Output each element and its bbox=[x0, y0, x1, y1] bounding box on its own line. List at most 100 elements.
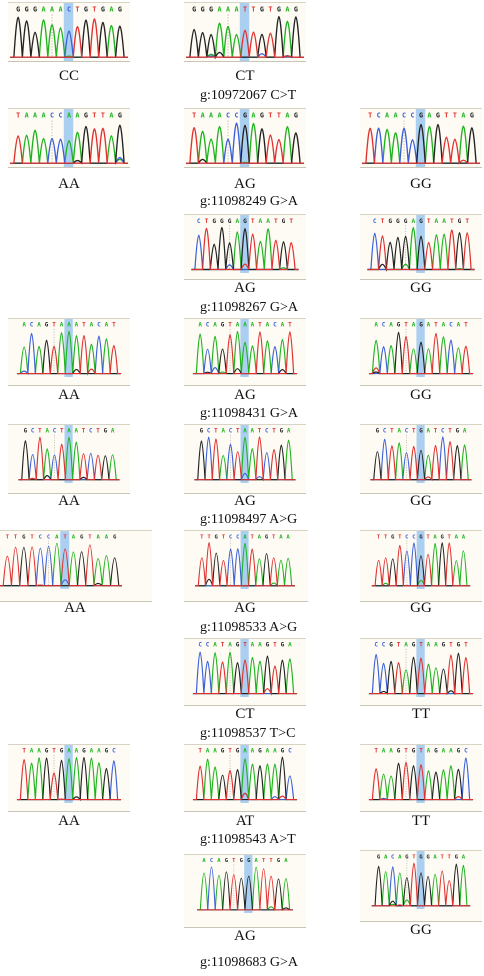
base-call: A bbox=[60, 322, 64, 329]
base-call: A bbox=[266, 322, 270, 329]
trace-line bbox=[0, 546, 122, 587]
base-call: C bbox=[30, 322, 34, 329]
base-call: T bbox=[221, 642, 225, 649]
base-call: T bbox=[222, 534, 226, 540]
genotype-label: AG bbox=[234, 600, 256, 616]
snp-label: g:11098537 T>C bbox=[200, 726, 296, 741]
base-call: A bbox=[33, 112, 37, 120]
base-call: C bbox=[383, 428, 387, 434]
trace-line bbox=[362, 127, 480, 165]
base-call: T bbox=[92, 112, 96, 120]
base-call: T bbox=[101, 112, 105, 120]
genotype-label: GG bbox=[410, 280, 432, 296]
base-call: C bbox=[206, 322, 210, 329]
base-call: G bbox=[281, 642, 285, 649]
base-call: A bbox=[286, 534, 290, 540]
base-call: T bbox=[268, 112, 272, 120]
trace-line bbox=[0, 544, 122, 587]
base-call: A bbox=[449, 748, 453, 755]
base-call: A bbox=[58, 6, 62, 14]
base-call: A bbox=[206, 748, 210, 755]
trace-line bbox=[371, 862, 471, 907]
genotype-label: CT bbox=[235, 68, 255, 84]
base-call: C bbox=[391, 854, 394, 860]
base-call: G bbox=[225, 858, 229, 864]
base-call: C bbox=[39, 534, 42, 540]
genotype-label: AG bbox=[234, 928, 256, 944]
trace-line bbox=[370, 442, 472, 481]
base-call: G bbox=[277, 858, 281, 864]
base-call: A bbox=[442, 218, 446, 225]
base-call: A bbox=[412, 322, 416, 329]
base-call: A bbox=[201, 112, 205, 120]
base-call: A bbox=[55, 534, 59, 540]
base-call: A bbox=[67, 112, 71, 120]
base-call: G bbox=[22, 534, 26, 540]
variant-highlight bbox=[240, 425, 249, 483]
base-call: C bbox=[382, 642, 386, 649]
trace-line bbox=[370, 441, 472, 482]
base-call: A bbox=[442, 322, 446, 329]
trace-line bbox=[18, 436, 120, 481]
base-call: G bbox=[104, 428, 108, 434]
snp-label: g:11098543 A>T bbox=[200, 832, 296, 847]
base-call: G bbox=[282, 218, 286, 225]
base-call: A bbox=[251, 428, 255, 434]
base-call: T bbox=[274, 218, 278, 225]
base-call: A bbox=[42, 112, 46, 120]
base-call: A bbox=[209, 112, 213, 120]
base-call: G bbox=[277, 6, 281, 14]
base-call: T bbox=[419, 748, 423, 755]
base-call: A bbox=[251, 642, 255, 649]
trace-line bbox=[186, 29, 304, 58]
variant-highlight bbox=[416, 639, 425, 697]
trace-line bbox=[191, 226, 299, 271]
snp-label: g:10972067 C>T bbox=[200, 88, 297, 103]
genotype-label: GG bbox=[410, 387, 432, 403]
base-call: G bbox=[280, 428, 284, 434]
base-call: A bbox=[374, 322, 378, 329]
trace-line bbox=[195, 542, 295, 587]
base-call: A bbox=[243, 534, 247, 540]
variant-highlight bbox=[239, 109, 250, 167]
base-call: A bbox=[427, 112, 431, 120]
base-call: A bbox=[427, 642, 431, 649]
base-call: G bbox=[281, 748, 285, 755]
base-call: G bbox=[294, 112, 298, 120]
base-call: A bbox=[288, 642, 292, 649]
trace-line bbox=[192, 348, 298, 375]
base-call: A bbox=[97, 748, 101, 755]
base-call: T bbox=[207, 534, 211, 540]
base-call: G bbox=[212, 218, 216, 225]
trace-line bbox=[10, 137, 128, 164]
base-call: G bbox=[84, 6, 88, 14]
base-call: G bbox=[82, 748, 86, 755]
base-call: T bbox=[30, 534, 34, 540]
base-call: T bbox=[448, 854, 452, 860]
base-call: T bbox=[192, 112, 196, 120]
base-call: G bbox=[240, 858, 244, 864]
base-call: G bbox=[192, 6, 196, 14]
base-call: A bbox=[382, 748, 386, 755]
base-call: G bbox=[84, 112, 88, 120]
base-call: T bbox=[200, 534, 204, 540]
variant-highlight bbox=[64, 319, 73, 377]
genotype-label: CC bbox=[58, 68, 79, 84]
base-call: A bbox=[202, 858, 206, 864]
trace-line bbox=[16, 758, 122, 801]
base-call: T bbox=[232, 858, 236, 864]
base-call: T bbox=[205, 218, 209, 225]
genotype-label: AA bbox=[58, 387, 80, 403]
base-call: A bbox=[427, 428, 431, 434]
base-call: C bbox=[236, 534, 239, 540]
base-call: G bbox=[105, 748, 109, 755]
trace-line bbox=[368, 761, 474, 801]
base-call: A bbox=[255, 858, 259, 864]
snp-label: g:11098249 G>A bbox=[200, 194, 298, 209]
